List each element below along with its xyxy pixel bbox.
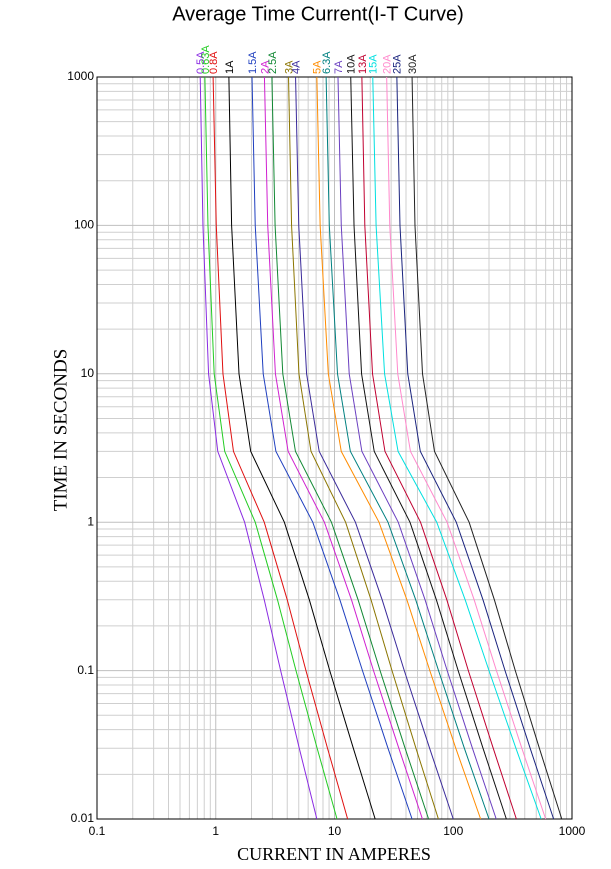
x-tick-label: 1 bbox=[212, 824, 219, 838]
series-line bbox=[316, 76, 482, 820]
x-tick-label: 100 bbox=[443, 824, 463, 838]
series-label: 15A bbox=[368, 54, 380, 74]
x-axis-label: CURRENT IN AMPERES bbox=[237, 844, 431, 864]
series-line bbox=[271, 76, 430, 820]
series-label: 4A bbox=[291, 60, 303, 74]
series-line bbox=[337, 76, 497, 820]
y-tick-label: 100 bbox=[74, 218, 94, 232]
chart-title: Average Time Current(I-T Curve) bbox=[172, 3, 464, 25]
y-tick-label: 1000 bbox=[67, 69, 94, 83]
series-line bbox=[361, 76, 517, 820]
plot-frame bbox=[96, 76, 573, 820]
x-tick-label: 10 bbox=[328, 824, 342, 838]
series-line bbox=[199, 76, 318, 820]
series-line bbox=[372, 76, 542, 820]
series-label: 13A bbox=[357, 54, 369, 74]
series-line bbox=[251, 76, 413, 820]
series-line bbox=[396, 76, 555, 820]
series-label: 10A bbox=[346, 54, 358, 74]
series-label: 0.8A bbox=[208, 51, 220, 74]
series-line bbox=[288, 76, 439, 820]
y-axis-label: TIME IN SECONDS bbox=[50, 349, 71, 512]
series-line bbox=[411, 76, 563, 820]
series-label: 2.5A bbox=[267, 51, 279, 74]
series-line bbox=[386, 76, 547, 820]
series-line bbox=[295, 76, 454, 820]
series-label: 6.3A bbox=[321, 51, 333, 74]
series-label: 25A bbox=[392, 54, 404, 74]
series-label: 30A bbox=[407, 54, 419, 74]
series-line bbox=[212, 76, 349, 820]
series-line bbox=[325, 76, 490, 820]
series-line bbox=[228, 76, 376, 820]
series-label: 0.5A bbox=[195, 51, 207, 74]
series-label: 0.63A bbox=[200, 45, 212, 74]
series-line bbox=[204, 76, 338, 820]
y-tick-label: 0.01 bbox=[71, 811, 95, 825]
series-line bbox=[350, 76, 507, 820]
series-line bbox=[263, 76, 423, 820]
series-label: 2A bbox=[259, 60, 271, 74]
series-label: 5A bbox=[312, 60, 324, 74]
series-label: 1.5A bbox=[247, 51, 259, 74]
series-label: 1A bbox=[224, 60, 236, 74]
x-tick-label: 1000 bbox=[559, 824, 586, 838]
x-tick-label: 0.1 bbox=[89, 824, 106, 838]
y-tick-label: 10 bbox=[81, 366, 95, 380]
y-tick-label: 1 bbox=[87, 514, 94, 528]
series-label: 3A bbox=[283, 60, 295, 74]
series-label: 7A bbox=[333, 60, 345, 74]
y-tick-label: 0.1 bbox=[77, 663, 94, 677]
series-label: 20A bbox=[382, 54, 394, 74]
